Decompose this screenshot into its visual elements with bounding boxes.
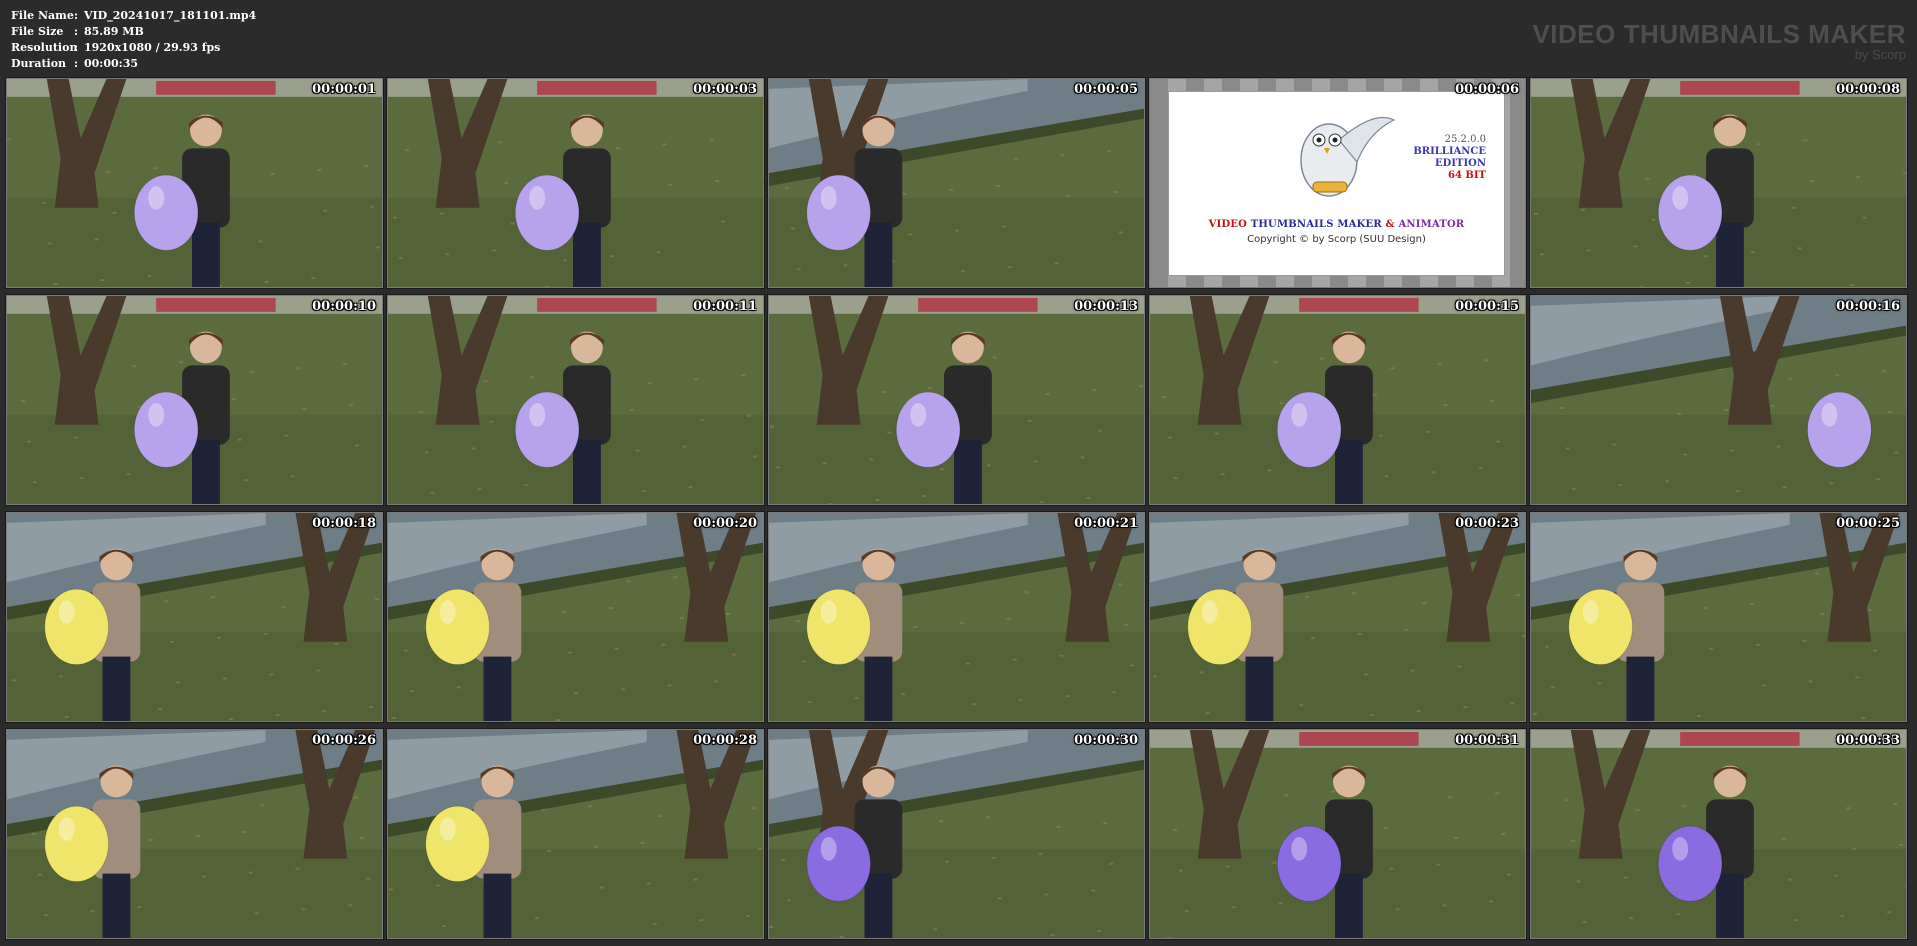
thumbnail: 00:00:10 <box>5 294 384 506</box>
video-frame <box>1531 79 1906 287</box>
thumbnail: 00:00:26 <box>5 728 384 940</box>
thumbnail-timestamp: 00:00:26 <box>312 733 376 748</box>
thumbnail-grid: 00:00:01 00:00:03 00:00:05 25.2.0.0 BRILLIAN… <box>5 77 1908 940</box>
thumbnail: 00:00:05 <box>767 77 1146 289</box>
thumbnail: 00:00:31 <box>1148 728 1527 940</box>
thumbnail: 00:00:11 <box>386 294 765 506</box>
video-frame <box>769 513 1144 721</box>
owl-logo-icon <box>1300 116 1396 197</box>
thumbnail-timestamp: 00:00:05 <box>1074 82 1138 97</box>
thumbnail-timestamp: 00:00:06 <box>1455 82 1519 97</box>
splash-edition-line1: BRILLIANCE <box>1413 146 1486 157</box>
file-name-label: File Name <box>11 8 74 22</box>
thumbnail: 00:00:30 <box>767 728 1146 940</box>
resolution-row: Resolution : 1920x1080 / 29.93 fps <box>11 40 221 54</box>
file-name-value: VID_20241017_181101.mp4 <box>84 8 257 22</box>
thumbnail-timestamp: 00:00:01 <box>312 82 376 97</box>
splash-edition-line2: EDITION <box>1435 158 1486 169</box>
thumbnail-timestamp: 00:00:13 <box>1074 299 1138 314</box>
video-frame <box>388 296 763 504</box>
thumbnail-timestamp: 00:00:30 <box>1074 733 1138 748</box>
duration-value: 00:00:35 <box>84 56 139 70</box>
video-frame <box>1150 513 1525 721</box>
resolution-value: 1920x1080 / 29.93 fps <box>84 40 221 54</box>
header-bar: File Name : VID_20241017_181101.mp4 File… <box>0 0 1917 76</box>
thumbnail: 00:00:08 <box>1529 77 1908 289</box>
thumbnail-timestamp: 00:00:10 <box>312 299 376 314</box>
brand-title: VIDEO THUMBNAILS MAKER <box>1532 19 1906 49</box>
video-frame <box>388 79 763 287</box>
file-name-row: File Name : VID_20241017_181101.mp4 <box>11 8 257 22</box>
splash-version: 25.2.0.0 <box>1444 134 1486 145</box>
thumbnail-timestamp: 00:00:15 <box>1455 299 1519 314</box>
thumbnail: 00:00:13 <box>767 294 1146 506</box>
thumbnail-timestamp: 00:00:25 <box>1836 516 1900 531</box>
file-info: File Name : VID_20241017_181101.mp4 File… <box>11 7 256 71</box>
video-frame <box>1531 513 1906 721</box>
thumbnail: 00:00:23 <box>1148 511 1527 723</box>
video-frame <box>1531 730 1906 938</box>
file-size-row: File Size : 85.89 MB <box>11 24 144 38</box>
video-frame <box>388 513 763 721</box>
thumbnail: 00:00:15 <box>1148 294 1527 506</box>
video-frame <box>1150 296 1525 504</box>
thumbnail-timestamp: 00:00:33 <box>1836 733 1900 748</box>
thumbnail: 00:00:01 <box>5 77 384 289</box>
resolution-label: Resolution <box>11 40 78 54</box>
brand-byline: by Scorp <box>1854 47 1906 62</box>
video-frame <box>388 730 763 938</box>
thumbnail-timestamp: 00:00:03 <box>693 82 757 97</box>
thumbnail-timestamp: 00:00:31 <box>1455 733 1519 748</box>
thumbnail-timestamp: 00:00:23 <box>1455 516 1519 531</box>
thumbnail: 00:00:16 <box>1529 294 1908 506</box>
video-frame <box>769 296 1144 504</box>
thumbnail: 00:00:20 <box>386 511 765 723</box>
thumbnail: 00:00:28 <box>386 728 765 940</box>
thumbnail: 00:00:33 <box>1529 728 1908 940</box>
splash-title: VIDEO THUMBNAILS MAKER & ANIMATOR <box>1208 219 1465 230</box>
thumbnail-timestamp: 00:00:21 <box>1074 516 1138 531</box>
brand-watermark: VIDEO THUMBNAILS MAKER by Scorp <box>1532 20 1906 61</box>
splash-copyright: Copyright © by Scorp (SUU Design) <box>1247 234 1426 245</box>
thumbnail: 00:00:18 <box>5 511 384 723</box>
video-frame <box>769 79 1144 287</box>
file-size-label: File Size <box>11 24 64 38</box>
thumbnail-timestamp: 00:00:28 <box>693 733 757 748</box>
file-size-value: 85.89 MB <box>84 24 144 38</box>
video-frame <box>7 730 382 938</box>
thumbnail-timestamp: 00:00:11 <box>693 299 757 314</box>
splash-bits: 64 BIT <box>1448 170 1486 181</box>
thumbnail-timestamp: 00:00:16 <box>1836 299 1900 314</box>
video-frame <box>769 730 1144 938</box>
thumbnail-timestamp: 00:00:20 <box>693 516 757 531</box>
video-frame <box>7 296 382 504</box>
duration-row: Duration : 00:00:35 <box>11 56 139 70</box>
thumbnail-timestamp: 00:00:18 <box>312 516 376 531</box>
video-frame <box>7 79 382 287</box>
video-frame <box>1150 730 1525 938</box>
thumbnail: 00:00:21 <box>767 511 1146 723</box>
thumbnail: 25.2.0.0 BRILLIANCE EDITION 64 BIT VIDEO THU… <box>1148 77 1527 289</box>
thumbnail-timestamp: 00:00:08 <box>1836 82 1900 97</box>
thumbnail: 00:00:25 <box>1529 511 1908 723</box>
thumbnail: 00:00:03 <box>386 77 765 289</box>
splash-card: 25.2.0.0 BRILLIANCE EDITION 64 BIT VIDEO THU… <box>1168 91 1505 276</box>
video-frame <box>1531 296 1906 504</box>
duration-label: Duration <box>11 56 67 70</box>
video-frame <box>7 513 382 721</box>
